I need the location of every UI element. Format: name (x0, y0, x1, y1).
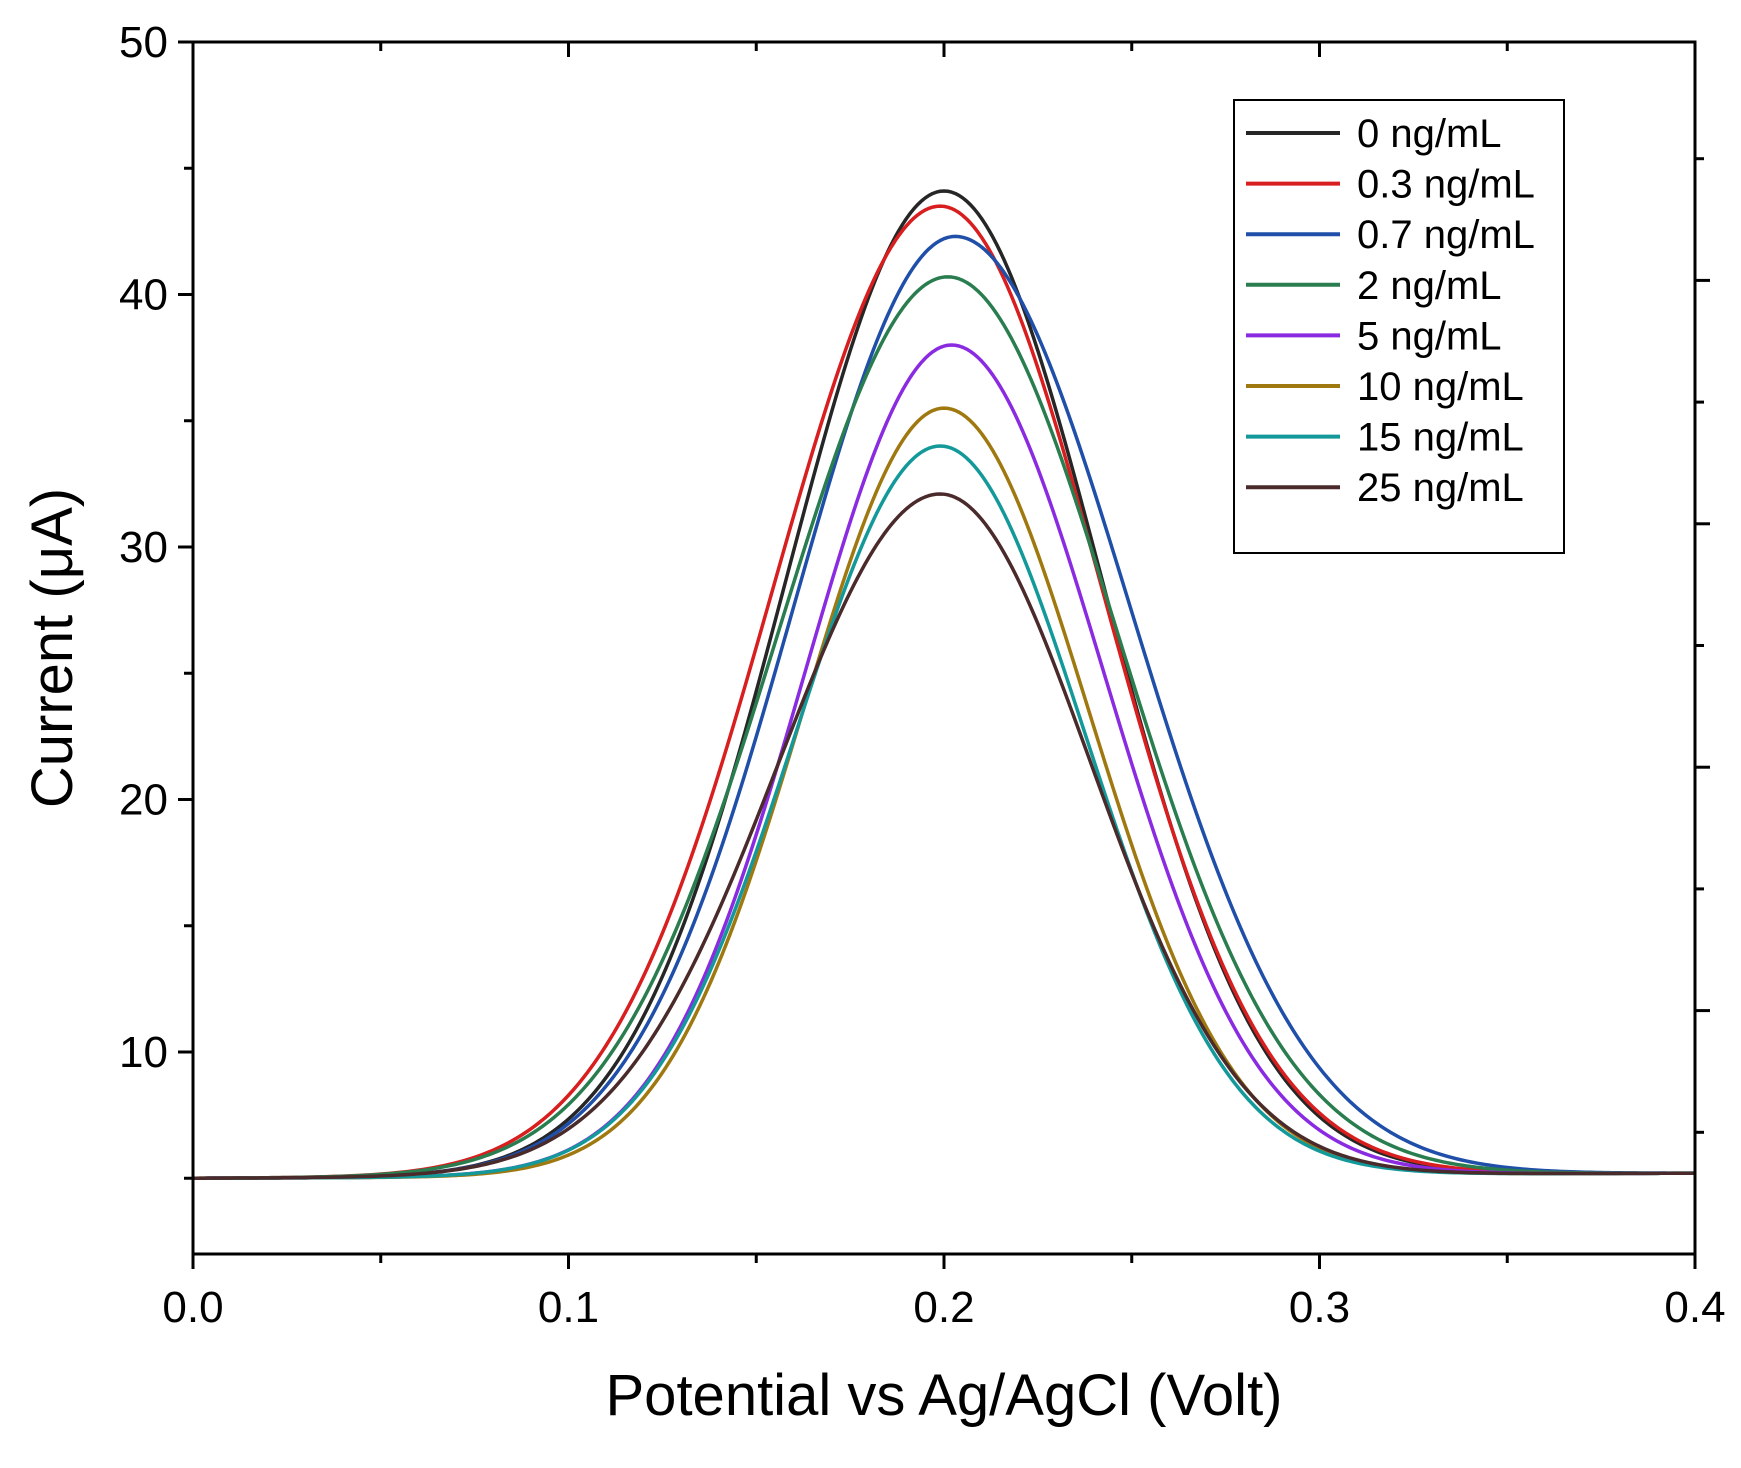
y-axis-title: Current (μA) (20, 488, 85, 808)
legend-label-0: 0 ng/mL (1357, 112, 1502, 156)
y-tick-label-1: 20 (119, 776, 168, 825)
legend-label-6: 15 ng/mL (1357, 416, 1524, 460)
legend-label-2: 0.7 ng/mL (1357, 213, 1535, 257)
series-line-6 (192, 444, 1696, 1180)
legend-label-5: 10 ng/mL (1357, 365, 1524, 409)
curves-layer (192, 189, 1696, 1180)
series-line-3 (192, 275, 1696, 1180)
x-tick-label-4: 0.4 (1664, 1283, 1725, 1332)
legend: 0 ng/mL 0.3 ng/mL 0.7 ng/mL 2 ng/mL 5 ng/mL 1… (1233, 99, 1565, 554)
y-tick-label-0: 10 (119, 1028, 168, 1077)
tick-labels-layer: 0.0 0.1 0.2 0.3 0.4 10 20 30 40 50 (119, 18, 1726, 1332)
legend-entries: 0 ng/mL 0.3 ng/mL 0.7 ng/mL 2 ng/mL 5 ng/mL 1… (1246, 112, 1535, 510)
ticks-layer (178, 40, 1710, 1269)
x-tick-label-0: 0.0 (162, 1283, 223, 1332)
legend-label-4: 5 ng/mL (1357, 314, 1502, 358)
legend-label-1: 0.3 ng/mL (1357, 163, 1535, 207)
y-tick-label-3: 40 (119, 271, 168, 320)
x-tick-label-3: 0.3 (1289, 1283, 1350, 1332)
x-axis-title: Potential vs Ag/AgCl (Volt) (606, 1363, 1283, 1428)
legend-box (1233, 99, 1565, 554)
series-line-7 (192, 492, 1696, 1180)
y-tick-label-2: 30 (119, 523, 168, 572)
legend-label-7: 25 ng/mL (1357, 466, 1524, 510)
legend-label-3: 2 ng/mL (1357, 264, 1502, 308)
x-tick-label-2: 0.2 (913, 1283, 974, 1332)
x-tick-label-1: 0.1 (538, 1283, 599, 1332)
y-tick-label-4: 50 (119, 18, 168, 67)
